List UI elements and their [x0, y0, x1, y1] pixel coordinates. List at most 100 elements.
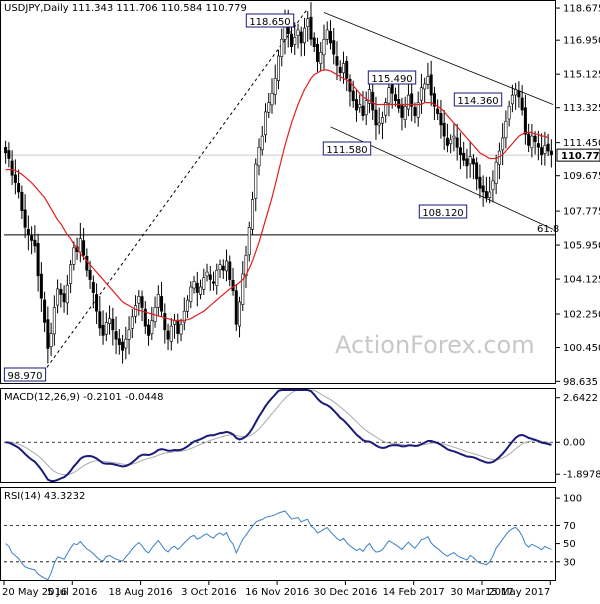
macd-tick-label: -1.8978	[563, 470, 600, 481]
candle-body	[458, 147, 462, 156]
candle-body	[140, 296, 144, 308]
candle-body	[410, 93, 414, 107]
candle-body	[134, 305, 138, 317]
candle-body	[208, 274, 212, 280]
price-tick-label: 113.325	[563, 103, 600, 114]
candle-body	[348, 78, 352, 92]
candle-body	[436, 108, 440, 115]
candle-body	[471, 158, 475, 165]
annotation-label: 111.580	[326, 145, 367, 156]
candle-body	[199, 286, 203, 295]
candle-body	[101, 324, 105, 336]
candle-body	[293, 37, 297, 45]
candle-body	[325, 29, 329, 40]
candle-body	[160, 296, 164, 312]
annotation-label: 108.120	[422, 208, 463, 219]
price-tick-label: 107.775	[563, 207, 600, 218]
date-tick-label: 5 Jul 2016	[47, 587, 97, 598]
candle-body	[416, 102, 420, 118]
candle-body	[173, 320, 177, 325]
candle-body	[510, 94, 514, 105]
candle-body	[546, 143, 550, 152]
rsi-title: RSI(14) 43.3232	[4, 491, 85, 502]
candle-body	[306, 18, 310, 28]
candle-body	[374, 109, 378, 126]
candle-body	[23, 209, 27, 228]
price-tick-label: 105.950	[563, 241, 600, 252]
candle-body	[270, 92, 274, 106]
candle-body	[241, 273, 245, 305]
candle-body	[280, 38, 284, 58]
price-tick-label: 116.950	[563, 36, 600, 47]
annotation-label: 115.490	[371, 74, 412, 85]
macd-tick-label: 0.00	[563, 438, 585, 449]
candle-body	[20, 191, 24, 211]
candle-body	[52, 307, 56, 335]
candle-body	[390, 84, 394, 94]
candle-body	[484, 191, 488, 198]
candle-body	[540, 147, 544, 156]
date-tick-label: 14 Feb 2017	[383, 587, 445, 598]
candle-body	[78, 238, 82, 253]
price-tick-label: 100.450	[563, 343, 600, 354]
candle-body	[111, 318, 115, 331]
candle-body	[543, 145, 547, 154]
price-y-axis: 118.675 116.950 115.125 113.325 111.450 109.6…	[556, 4, 600, 388]
candle-body	[517, 90, 521, 98]
candle-body	[251, 199, 255, 230]
rsi-panel-frame	[0, 487, 556, 581]
candle-body	[514, 89, 518, 96]
price-tick-label: 98.635	[563, 377, 598, 388]
candle-body	[504, 120, 508, 139]
candle-body	[257, 146, 261, 167]
candle-body	[462, 152, 466, 161]
candle-body	[65, 284, 69, 304]
candle-body	[413, 107, 417, 116]
candle-body	[322, 38, 326, 56]
candle-body	[212, 281, 216, 284]
candle-body	[95, 294, 99, 312]
candle-body	[445, 137, 449, 146]
candle-body	[186, 299, 190, 312]
candle-body	[273, 78, 277, 95]
annotation-label: 98.970	[8, 371, 43, 382]
last-price-label: 110.779	[561, 151, 600, 162]
candle-body	[127, 329, 131, 340]
candle-body	[254, 163, 258, 199]
candle-body	[215, 269, 219, 286]
candle-body	[26, 228, 30, 236]
candle-body	[475, 162, 479, 180]
candle-body	[423, 83, 427, 90]
candle-body	[419, 87, 423, 101]
candle-body	[432, 93, 436, 107]
candle-body	[137, 296, 141, 304]
candle-body	[124, 338, 128, 349]
candle-body	[465, 158, 469, 167]
price-tick-label: 115.125	[563, 70, 600, 81]
candle-body	[520, 97, 524, 111]
candle-body	[104, 322, 108, 335]
date-tick-label: 16 Nov 2016	[245, 587, 309, 598]
candle-body	[59, 288, 63, 295]
candle-body	[7, 150, 11, 159]
candle-body	[88, 269, 92, 280]
candle-body	[221, 265, 225, 271]
candle-body	[289, 33, 293, 48]
candle-body	[10, 160, 14, 176]
rsi-tick-label: 50	[563, 539, 576, 550]
candle-body	[56, 288, 60, 306]
candle-body	[403, 106, 407, 120]
candle-body	[296, 29, 300, 36]
candle-body	[169, 325, 173, 342]
candle-body	[507, 106, 511, 120]
macd-layer: 2.6422 0.00 -1.8978	[4, 389, 600, 482]
candle-body	[384, 102, 388, 116]
candle-body	[312, 37, 316, 48]
candle-body	[202, 277, 206, 290]
candles-layer	[4, 2, 553, 364]
macd-title: MACD(12,26,9) -0.2101 -0.0448	[4, 392, 164, 403]
candle-body	[108, 318, 112, 324]
